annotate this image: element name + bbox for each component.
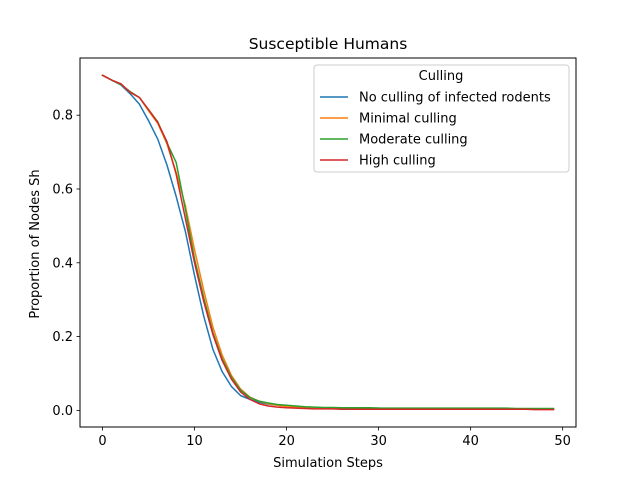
legend-entry-label: High culling (359, 154, 436, 169)
series-line-3 (101, 74, 555, 410)
x-tick-label: 50 (554, 434, 571, 449)
y-axis: 0.0 0.2 0.4 0.6 0.8 (52, 109, 80, 419)
x-tick-label: 10 (186, 434, 203, 449)
x-axis: 0 10 20 30 40 50 (98, 427, 571, 449)
x-tick-label: 0 (98, 434, 106, 449)
plot-frame (79, 57, 577, 428)
x-tick-label: 40 (462, 434, 479, 449)
chart-title: Susceptible Humans (249, 35, 408, 53)
y-tick-label: 0.4 (52, 256, 73, 271)
legend-title: Culling (419, 69, 464, 84)
x-tick-label: 30 (370, 434, 387, 449)
y-tick-label: 0.8 (52, 109, 73, 124)
x-tick-label: 20 (278, 434, 295, 449)
x-axis-label: Simulation Steps (273, 456, 383, 471)
legend-entry-label: Moderate culling (359, 133, 468, 148)
legend-entry-label: Minimal culling (359, 112, 457, 127)
y-tick-label: 0.6 (52, 182, 73, 197)
series-line-4 (101, 74, 555, 411)
legend-box (313, 64, 570, 173)
y-axis-label: Proportion of Nodes Sh (28, 169, 43, 318)
y-tick-label: 0.2 (52, 330, 73, 345)
y-tick-label: 0.0 (52, 404, 73, 419)
legend-entry-label: No culling of infected rodents (359, 91, 551, 106)
plot-area (101, 74, 555, 411)
legend: Culling No culling of infected rodents Mi… (313, 64, 570, 173)
